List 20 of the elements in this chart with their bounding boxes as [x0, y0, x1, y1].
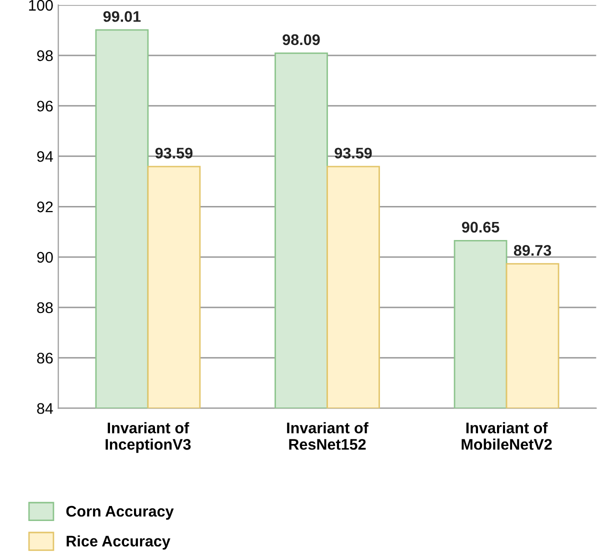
y-tick-label: 98	[37, 50, 53, 62]
legend-label: Corn Accuracy	[66, 506, 174, 520]
y-tick-label: 100	[29, 0, 53, 11]
data-label: 98.09	[282, 34, 320, 46]
y-tick-label: 84	[37, 403, 53, 414]
y-tick-label: 94	[37, 151, 53, 162]
data-label: 90.65	[462, 222, 500, 233]
y-tick-label: 92	[37, 202, 53, 212]
data-label: 93.59	[155, 148, 192, 159]
legend-label: Rice Accuracy	[66, 535, 170, 550]
x-tick-label: Invariant of MobileNetV2	[462, 422, 552, 450]
data-label: 93.59	[334, 148, 372, 159]
data-label: 99.01	[103, 11, 141, 22]
x-tick-label: Invariant of ResNet152	[287, 422, 368, 450]
y-tick-label: 96	[37, 100, 53, 112]
y-tick-label: 86	[37, 352, 53, 364]
x-tick-label: Invariant of InceptionV3	[106, 422, 191, 453]
y-tick-label: 90	[37, 252, 53, 263]
y-tick-label: 88	[37, 302, 53, 314]
data-label: 89.73	[514, 244, 552, 256]
